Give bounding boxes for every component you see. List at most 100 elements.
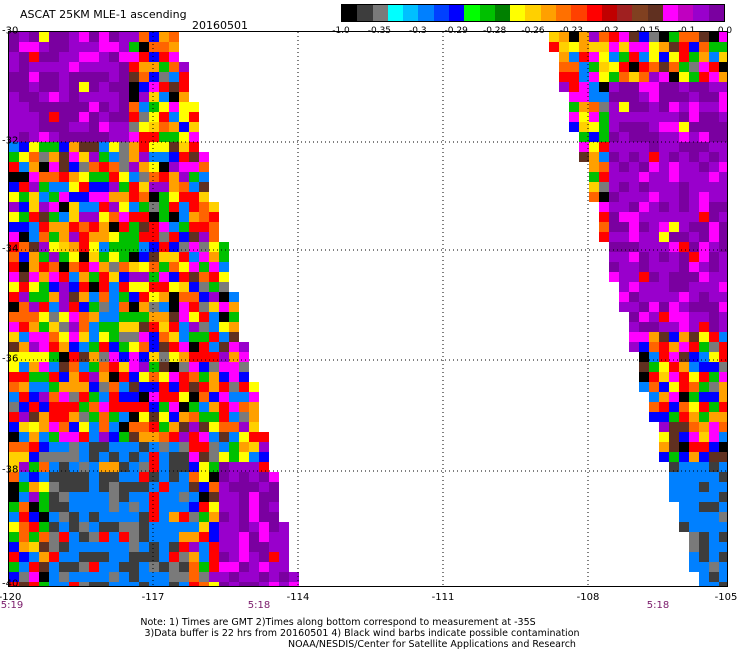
data-cell (159, 452, 169, 462)
data-cell (89, 262, 99, 272)
data-cell (199, 492, 209, 502)
data-cell (119, 342, 129, 352)
data-cell (159, 402, 169, 412)
colorbar (341, 4, 725, 22)
data-cell (69, 212, 79, 222)
data-cell (659, 432, 669, 442)
data-cell (239, 342, 249, 352)
data-cell (589, 142, 599, 152)
data-cell (629, 322, 639, 332)
data-cell (689, 262, 699, 272)
data-cell (659, 222, 669, 232)
data-cell (29, 432, 39, 442)
data-cell (49, 582, 59, 586)
data-cell (159, 102, 169, 112)
data-cell (699, 372, 709, 382)
data-cell (219, 302, 229, 312)
data-cell (649, 382, 659, 392)
data-cell (679, 342, 689, 352)
data-cell (619, 232, 629, 242)
data-cell (699, 422, 709, 432)
data-cell (39, 502, 49, 512)
data-cell (99, 442, 109, 452)
data-cell (69, 392, 79, 402)
data-cell (69, 442, 79, 452)
data-cell (619, 52, 629, 62)
data-cell (559, 62, 569, 72)
data-cell (19, 82, 29, 92)
data-cell (219, 572, 229, 582)
data-cell (679, 482, 689, 492)
data-cell (649, 112, 659, 122)
data-cell (659, 442, 669, 452)
data-cell (9, 432, 19, 442)
data-cell (29, 512, 39, 522)
data-cell (39, 522, 49, 532)
data-cell (239, 402, 249, 412)
data-cell (719, 502, 727, 512)
data-cell (129, 272, 139, 282)
data-cell (639, 292, 649, 302)
data-cell (169, 342, 179, 352)
data-cell (669, 392, 679, 402)
lat-label: -40 (2, 578, 19, 590)
data-cell (149, 342, 159, 352)
data-cell (49, 122, 59, 132)
data-cell (19, 312, 29, 322)
data-cell (179, 342, 189, 352)
data-cell (169, 222, 179, 232)
data-cell (129, 42, 139, 52)
data-cell (19, 152, 29, 162)
data-cell (159, 112, 169, 122)
data-cell (129, 82, 139, 92)
data-cell (199, 462, 209, 472)
data-cell (9, 482, 19, 492)
data-cell (609, 222, 619, 232)
data-cell (109, 432, 119, 442)
data-cell (49, 52, 59, 62)
data-cell (99, 72, 109, 82)
data-cell (119, 412, 129, 422)
data-cell (79, 102, 89, 112)
data-cell (179, 442, 189, 452)
data-cell (9, 162, 19, 172)
data-cell (39, 272, 49, 282)
data-cell (149, 262, 159, 272)
data-cell (89, 42, 99, 52)
data-cell (59, 182, 69, 192)
data-cell (69, 252, 79, 262)
data-cell (189, 572, 199, 582)
data-cell (19, 582, 29, 586)
data-cell (219, 252, 229, 262)
data-cell (189, 352, 199, 362)
data-cell (629, 242, 639, 252)
data-cell (79, 222, 89, 232)
data-cell (569, 102, 579, 112)
data-cell (149, 512, 159, 522)
data-cell (659, 132, 669, 142)
data-cell (129, 402, 139, 412)
data-cell (709, 512, 719, 522)
data-cell (709, 542, 719, 552)
data-cell (199, 222, 209, 232)
data-cell (9, 52, 19, 62)
data-cell (109, 462, 119, 472)
data-cell (209, 202, 219, 212)
data-cell (719, 572, 727, 582)
data-cell (639, 352, 649, 362)
data-cell (179, 562, 189, 572)
data-cell (629, 252, 639, 262)
data-cell (89, 502, 99, 512)
data-cell (79, 292, 89, 302)
data-cell (179, 82, 189, 92)
data-cell (639, 132, 649, 142)
data-cell (59, 262, 69, 272)
data-cell (69, 102, 79, 112)
data-cell (189, 562, 199, 572)
data-cell (129, 72, 139, 82)
data-cell (109, 562, 119, 572)
data-cell (49, 382, 59, 392)
data-cell (259, 502, 269, 512)
data-cell (239, 562, 249, 572)
data-cell (149, 562, 159, 572)
